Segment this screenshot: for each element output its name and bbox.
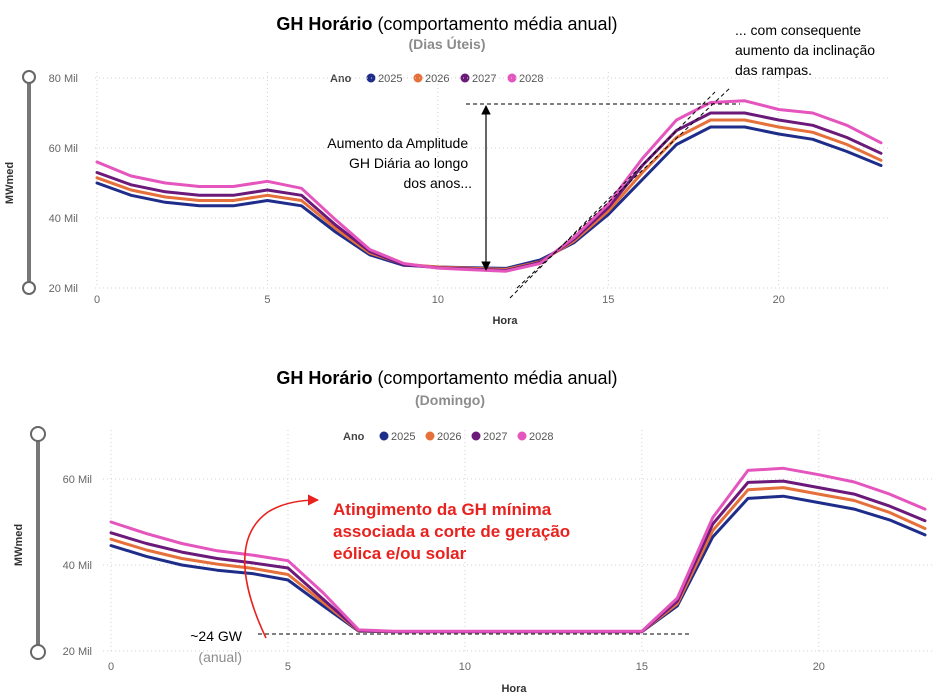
chart1-annotation-ramps: ... com consequente aumento da inclinaçã… <box>735 22 879 78</box>
chart1-xtick-label: 15 <box>602 294 614 306</box>
chart1-ytick-label: 60 Mil <box>49 143 78 155</box>
chart2-slider-handle-bottom[interactable] <box>30 644 46 660</box>
chart2-legend-title: Ano <box>343 431 365 443</box>
chart1-series-line-2028 <box>95 99 883 273</box>
chart2-y-range-slider[interactable] <box>30 426 46 660</box>
chart1-annotation-amplitude-line3: dos anos... <box>404 175 473 191</box>
chart1-x-axis: 0 5 10 15 20 <box>94 294 785 306</box>
chart1-annotation-ramps-line1: ... com consequente <box>735 22 861 38</box>
chart2-legend-label-2028: 2028 <box>529 431 553 443</box>
chart2-ytick-label: 20 Mil <box>63 646 92 658</box>
chart1-ytick-label: 40 Mil <box>49 213 78 225</box>
chart2-legend-label-2027: 2027 <box>483 431 507 443</box>
chart2-legend-marker-2027 <box>471 431 481 441</box>
chart2-xtick-label: 5 <box>285 661 291 673</box>
chart1-xlabel: Hora <box>492 315 518 327</box>
chart1-xtick-label: 5 <box>264 294 270 306</box>
chart2-series <box>109 466 927 634</box>
chart1-slider-handle-top[interactable] <box>22 70 36 84</box>
chart1-legend-marker-2026 <box>413 73 423 83</box>
chart1-gridlines <box>95 72 890 289</box>
chart2-subtitle: (Domingo) <box>415 392 485 408</box>
chart2-xlabel: Hora <box>501 683 527 695</box>
chart1-legend-marker-2027 <box>460 73 470 83</box>
chart1-y-axis: 20 Mil 40 Mil 60 Mil 80 Mil <box>49 73 78 295</box>
chart2-legend-label-2026: 2026 <box>437 431 461 443</box>
chart2-gridlines <box>103 430 932 652</box>
chart2-x-axis: 0 5 10 15 20 <box>108 661 825 673</box>
chart1-title-bold: GH Horário <box>276 14 372 34</box>
chart2-ytick-label: 60 Mil <box>63 474 92 486</box>
chart1-subtitle: (Dias Úteis) <box>408 35 485 52</box>
chart1-title-rest: (comportamento média anual) <box>372 14 617 34</box>
chart2-ytick-label: 40 Mil <box>63 560 92 572</box>
chart1-ramp-line-a <box>509 91 716 299</box>
chart2-annotation-anual: (anual) <box>198 649 242 665</box>
chart1-annotation-ramps-line2: aumento da inclinação <box>735 42 875 58</box>
chart2-title-bold: GH Horário <box>276 368 372 388</box>
chart2-annotation-min-gh: Atingimento da GH mínima associada a cor… <box>333 500 575 563</box>
chart2-legend-marker-2028 <box>517 431 527 441</box>
chart2-annotation-min-gh-line3: eólica e/ou solar <box>333 544 467 563</box>
chart1-ytick-label: 80 Mil <box>49 73 78 85</box>
chart1-annotation-amplitude-line1: Aumento da Amplitude <box>327 135 468 151</box>
chart2-title: GH Horário (comportamento média anual) <box>276 368 617 388</box>
chart2-slider-handle-top[interactable] <box>30 426 46 442</box>
chart2-legend-marker-2025 <box>379 431 389 441</box>
chart1-annotation-amplitude: Aumento da Amplitude GH Diária ao longo … <box>327 135 472 191</box>
chart1-xtick-label: 20 <box>773 294 785 306</box>
chart2-xtick-label: 0 <box>108 661 114 673</box>
chart2-legend-label-2025: 2025 <box>391 431 415 443</box>
chart2-title-rest: (comportamento média anual) <box>372 368 617 388</box>
chart1-ylabel: MWmed <box>4 162 16 204</box>
chart2-series-line-2028 <box>109 466 927 633</box>
chart-domingo: GH Horário (comportamento média anual) (… <box>13 368 932 695</box>
chart2-xtick-label: 20 <box>813 661 825 673</box>
chart1-legend-label-2027: 2027 <box>472 73 496 85</box>
chart2-annotation-min-gh-line1: Atingimento da GH mínima <box>333 500 552 519</box>
chart1-y-range-slider[interactable] <box>22 70 36 295</box>
chart1-legend-label-2028: 2028 <box>519 73 543 85</box>
chart1-series <box>95 99 883 273</box>
chart2-y-axis: 20 Mil 40 Mil 60 Mil <box>63 474 92 658</box>
chart2-annotation-24gw: ~24 GW <box>190 628 243 644</box>
chart1-legend-title: Ano <box>330 73 352 85</box>
chart1-ytick-label: 20 Mil <box>49 283 78 295</box>
chart1-slider-handle-bottom[interactable] <box>22 281 36 295</box>
chart1-legend-label-2025: 2025 <box>378 73 402 85</box>
chart1-xtick-label: 0 <box>94 294 100 306</box>
chart2-xtick-label: 10 <box>459 661 471 673</box>
chart2-xtick-label: 15 <box>636 661 648 673</box>
chart2-legend-marker-2026 <box>425 431 435 441</box>
chart2-ylabel: MWmed <box>13 524 25 566</box>
chart1-title: GH Horário (comportamento média anual) <box>276 14 617 34</box>
chart1-xtick-label: 10 <box>432 294 444 306</box>
chart1-annotation-ramps-line3: das rampas. <box>735 62 812 78</box>
chart-dias-uteis: GH Horário (comportamento média anual) (… <box>4 14 890 327</box>
chart1-legend-label-2026: 2026 <box>425 73 449 85</box>
chart1-annotation-amplitude-line2: GH Diária ao longo <box>349 155 468 171</box>
chart2-legend: Ano 2025 2026 2027 2028 <box>343 431 553 443</box>
chart2-red-curved-arrow <box>244 494 320 639</box>
chart1-series-line-2027 <box>95 111 883 272</box>
chart1-legend: Ano 2025 2026 2027 2028 <box>330 73 543 85</box>
chart2-annotation-min-gh-line2: associada a corte de geração <box>333 522 570 541</box>
